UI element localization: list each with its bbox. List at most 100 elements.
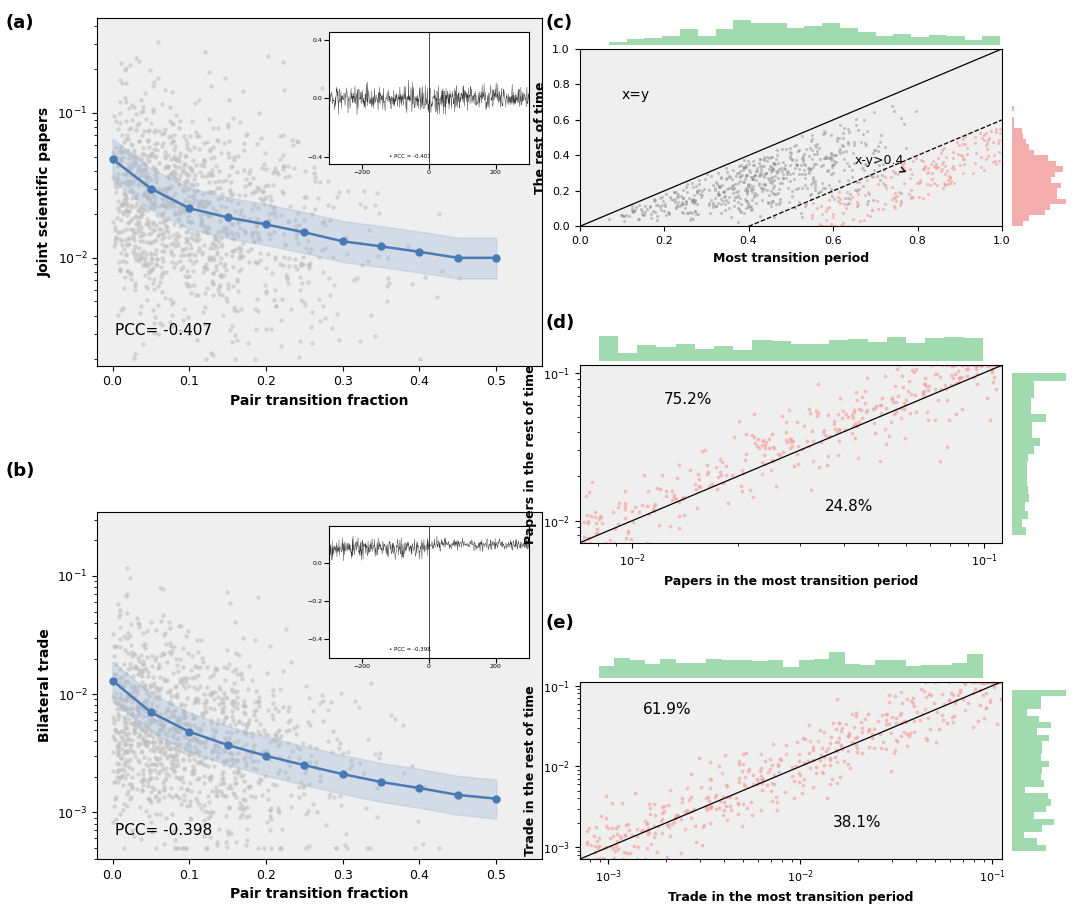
Point (229, 165, 246, 179)
Point (183, 200, 200, 215)
Point (784, 434, 801, 449)
Point (111, 152, 129, 166)
Point (211, 746, 228, 760)
Point (685, 180, 702, 195)
Point (895, 725, 913, 739)
Point (267, 701, 284, 716)
Point (261, 227, 279, 241)
Point (310, 761, 327, 776)
Point (186, 96, 203, 111)
Point (171, 204, 188, 218)
Point (207, 232, 225, 247)
Bar (791, 345, 810, 361)
Point (136, 641, 153, 655)
Point (119, 177, 136, 192)
Point (191, 207, 208, 222)
Point (947, 367, 964, 381)
Point (257, 286, 274, 301)
Point (825, 219, 842, 234)
Point (164, 749, 181, 764)
Point (284, 137, 301, 152)
Point (916, 684, 933, 698)
Point (919, 186, 936, 201)
Point (243, 726, 260, 740)
Point (181, 204, 199, 218)
Point (123, 159, 140, 174)
Point (755, 168, 772, 183)
Point (588, 526, 605, 540)
Point (109, 749, 126, 763)
Point (865, 143, 882, 157)
Point (166, 824, 184, 838)
Point (266, 250, 283, 264)
Point (120, 161, 137, 175)
Point (249, 774, 267, 789)
Point (152, 648, 170, 663)
Point (316, 311, 334, 325)
Point (131, 698, 148, 713)
Point (167, 741, 185, 756)
Point (177, 675, 194, 689)
Point (828, 755, 846, 770)
Point (674, 206, 691, 220)
Point (164, 720, 181, 735)
Point (177, 240, 194, 255)
Bar (1012, 210, 1045, 216)
Point (643, 836, 660, 851)
Point (892, 164, 909, 178)
Point (160, 709, 177, 724)
Point (191, 735, 208, 749)
Point (302, 241, 320, 256)
Point (296, 758, 313, 772)
Point (746, 186, 764, 200)
Point (753, 760, 770, 775)
Point (731, 202, 748, 217)
Point (224, 747, 241, 761)
Bar (822, 23, 840, 45)
Point (286, 213, 303, 228)
Point (175, 184, 192, 198)
Point (766, 777, 783, 792)
Point (116, 629, 133, 643)
Point (107, 180, 124, 195)
Point (179, 214, 197, 228)
Point (192, 632, 210, 647)
Point (232, 250, 249, 264)
Point (934, 713, 951, 728)
Point (934, 143, 951, 157)
Point (591, 509, 608, 524)
Point (257, 218, 274, 232)
Point (706, 180, 724, 195)
Point (138, 694, 156, 708)
Point (195, 686, 213, 701)
Point (812, 752, 829, 767)
Point (151, 806, 168, 821)
Point (153, 127, 171, 142)
Point (399, 239, 416, 253)
Point (828, 776, 846, 791)
Point (978, 675, 996, 689)
Point (815, 725, 833, 739)
Point (218, 227, 235, 241)
Point (210, 783, 227, 798)
Point (725, 182, 742, 197)
Bar (1012, 760, 1050, 767)
Point (687, 203, 704, 218)
Point (189, 197, 206, 211)
Point (180, 201, 198, 216)
Point (156, 181, 173, 196)
Point (653, 468, 671, 483)
Point (213, 250, 230, 265)
Point (586, 845, 604, 859)
Point (252, 252, 269, 267)
Point (126, 278, 144, 292)
Point (901, 726, 918, 740)
Point (107, 639, 124, 654)
Point (711, 186, 728, 201)
Point (339, 247, 356, 261)
Point (279, 159, 296, 174)
Point (153, 186, 171, 200)
Point (802, 177, 820, 192)
Point (234, 768, 252, 782)
Point (162, 178, 179, 193)
